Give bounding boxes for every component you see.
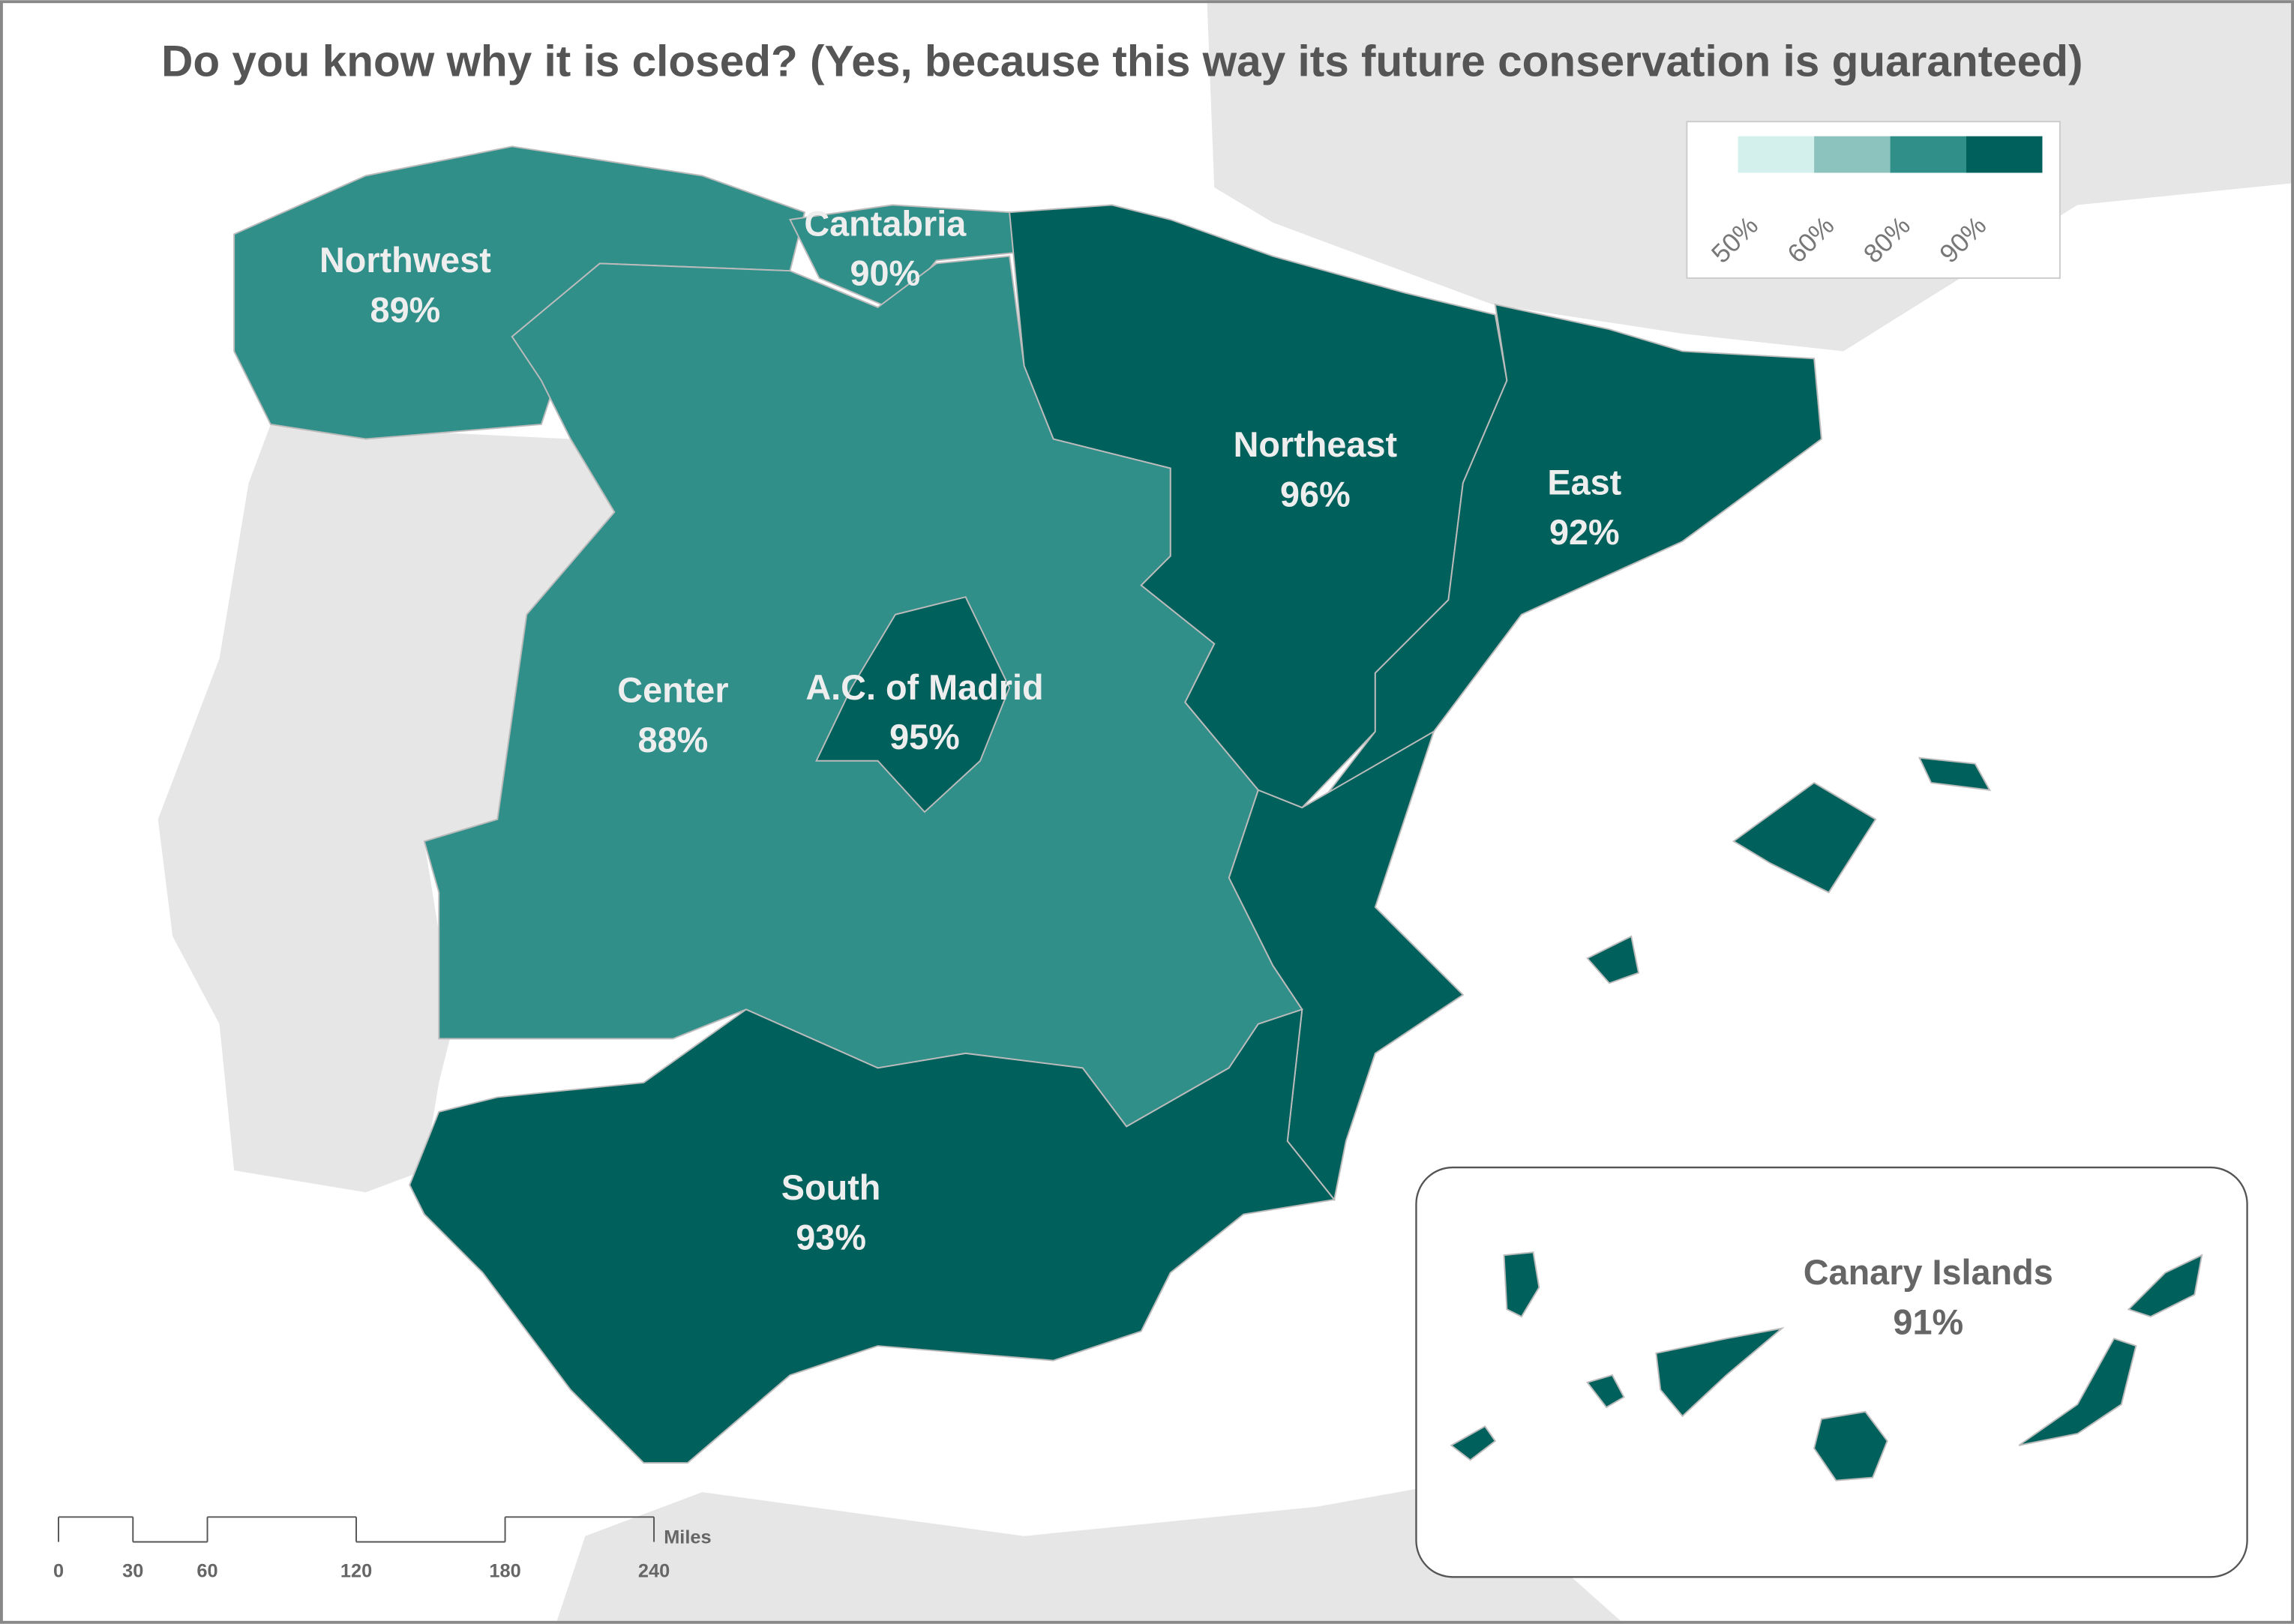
region [409, 1008, 1336, 1464]
region [1586, 935, 1640, 984]
scale-label: 120 [340, 1560, 372, 1581]
portugal [157, 424, 615, 1193]
scale-label: 30 [122, 1560, 143, 1581]
region [2127, 1254, 2203, 1318]
region-name: Northwest [319, 241, 491, 280]
region-value: 89% [370, 290, 441, 329]
region [1503, 1251, 1540, 1318]
region-name: South [781, 1168, 881, 1207]
region-value: 96% [1280, 475, 1351, 514]
scale-unit: Miles [664, 1527, 711, 1548]
legend-swatch [1738, 136, 1815, 173]
region-name: Cantabria [804, 204, 967, 243]
title: Do you know why it is closed? (Yes, beca… [161, 37, 2083, 86]
region-name: A.C. of Madrid [805, 668, 1043, 707]
scale-label: 0 [53, 1560, 64, 1581]
region-value: 92% [1549, 513, 1620, 552]
scale-label: 180 [489, 1560, 520, 1581]
region [789, 204, 1025, 312]
region-value: 91% [1893, 1302, 1963, 1341]
region-value: 88% [638, 721, 709, 760]
scale-bar: 0 30 60 120 180 240 Miles [53, 1516, 712, 1581]
region [1732, 781, 1877, 894]
scale-label: 60 [196, 1560, 217, 1581]
region-name: Center [617, 671, 728, 710]
region [815, 596, 1011, 813]
africa [556, 1480, 1624, 1624]
region-value: 95% [889, 718, 960, 757]
legend-swatch [1966, 136, 2043, 173]
region-labels: Northwest 89% Cantabria 90% Northeast 96% East… [319, 204, 2053, 1341]
inset-box [1415, 1166, 2248, 1578]
region-value: 90% [850, 254, 920, 293]
scale-label: 240 [638, 1560, 670, 1581]
legend-swatch [1890, 136, 1966, 173]
region-name: Canary Islands [1804, 1253, 2053, 1292]
region [1586, 1374, 1625, 1409]
region [1918, 757, 1992, 791]
region-value: 93% [796, 1218, 866, 1257]
region [2018, 1338, 2137, 1446]
region [1813, 1410, 1888, 1482]
region-name: East [1547, 463, 1621, 502]
legend-swatch [1814, 136, 1891, 173]
regions [233, 145, 2248, 1578]
region-name: Northeast [1234, 425, 1398, 464]
region [1450, 1425, 1497, 1461]
region [1655, 1327, 1785, 1418]
